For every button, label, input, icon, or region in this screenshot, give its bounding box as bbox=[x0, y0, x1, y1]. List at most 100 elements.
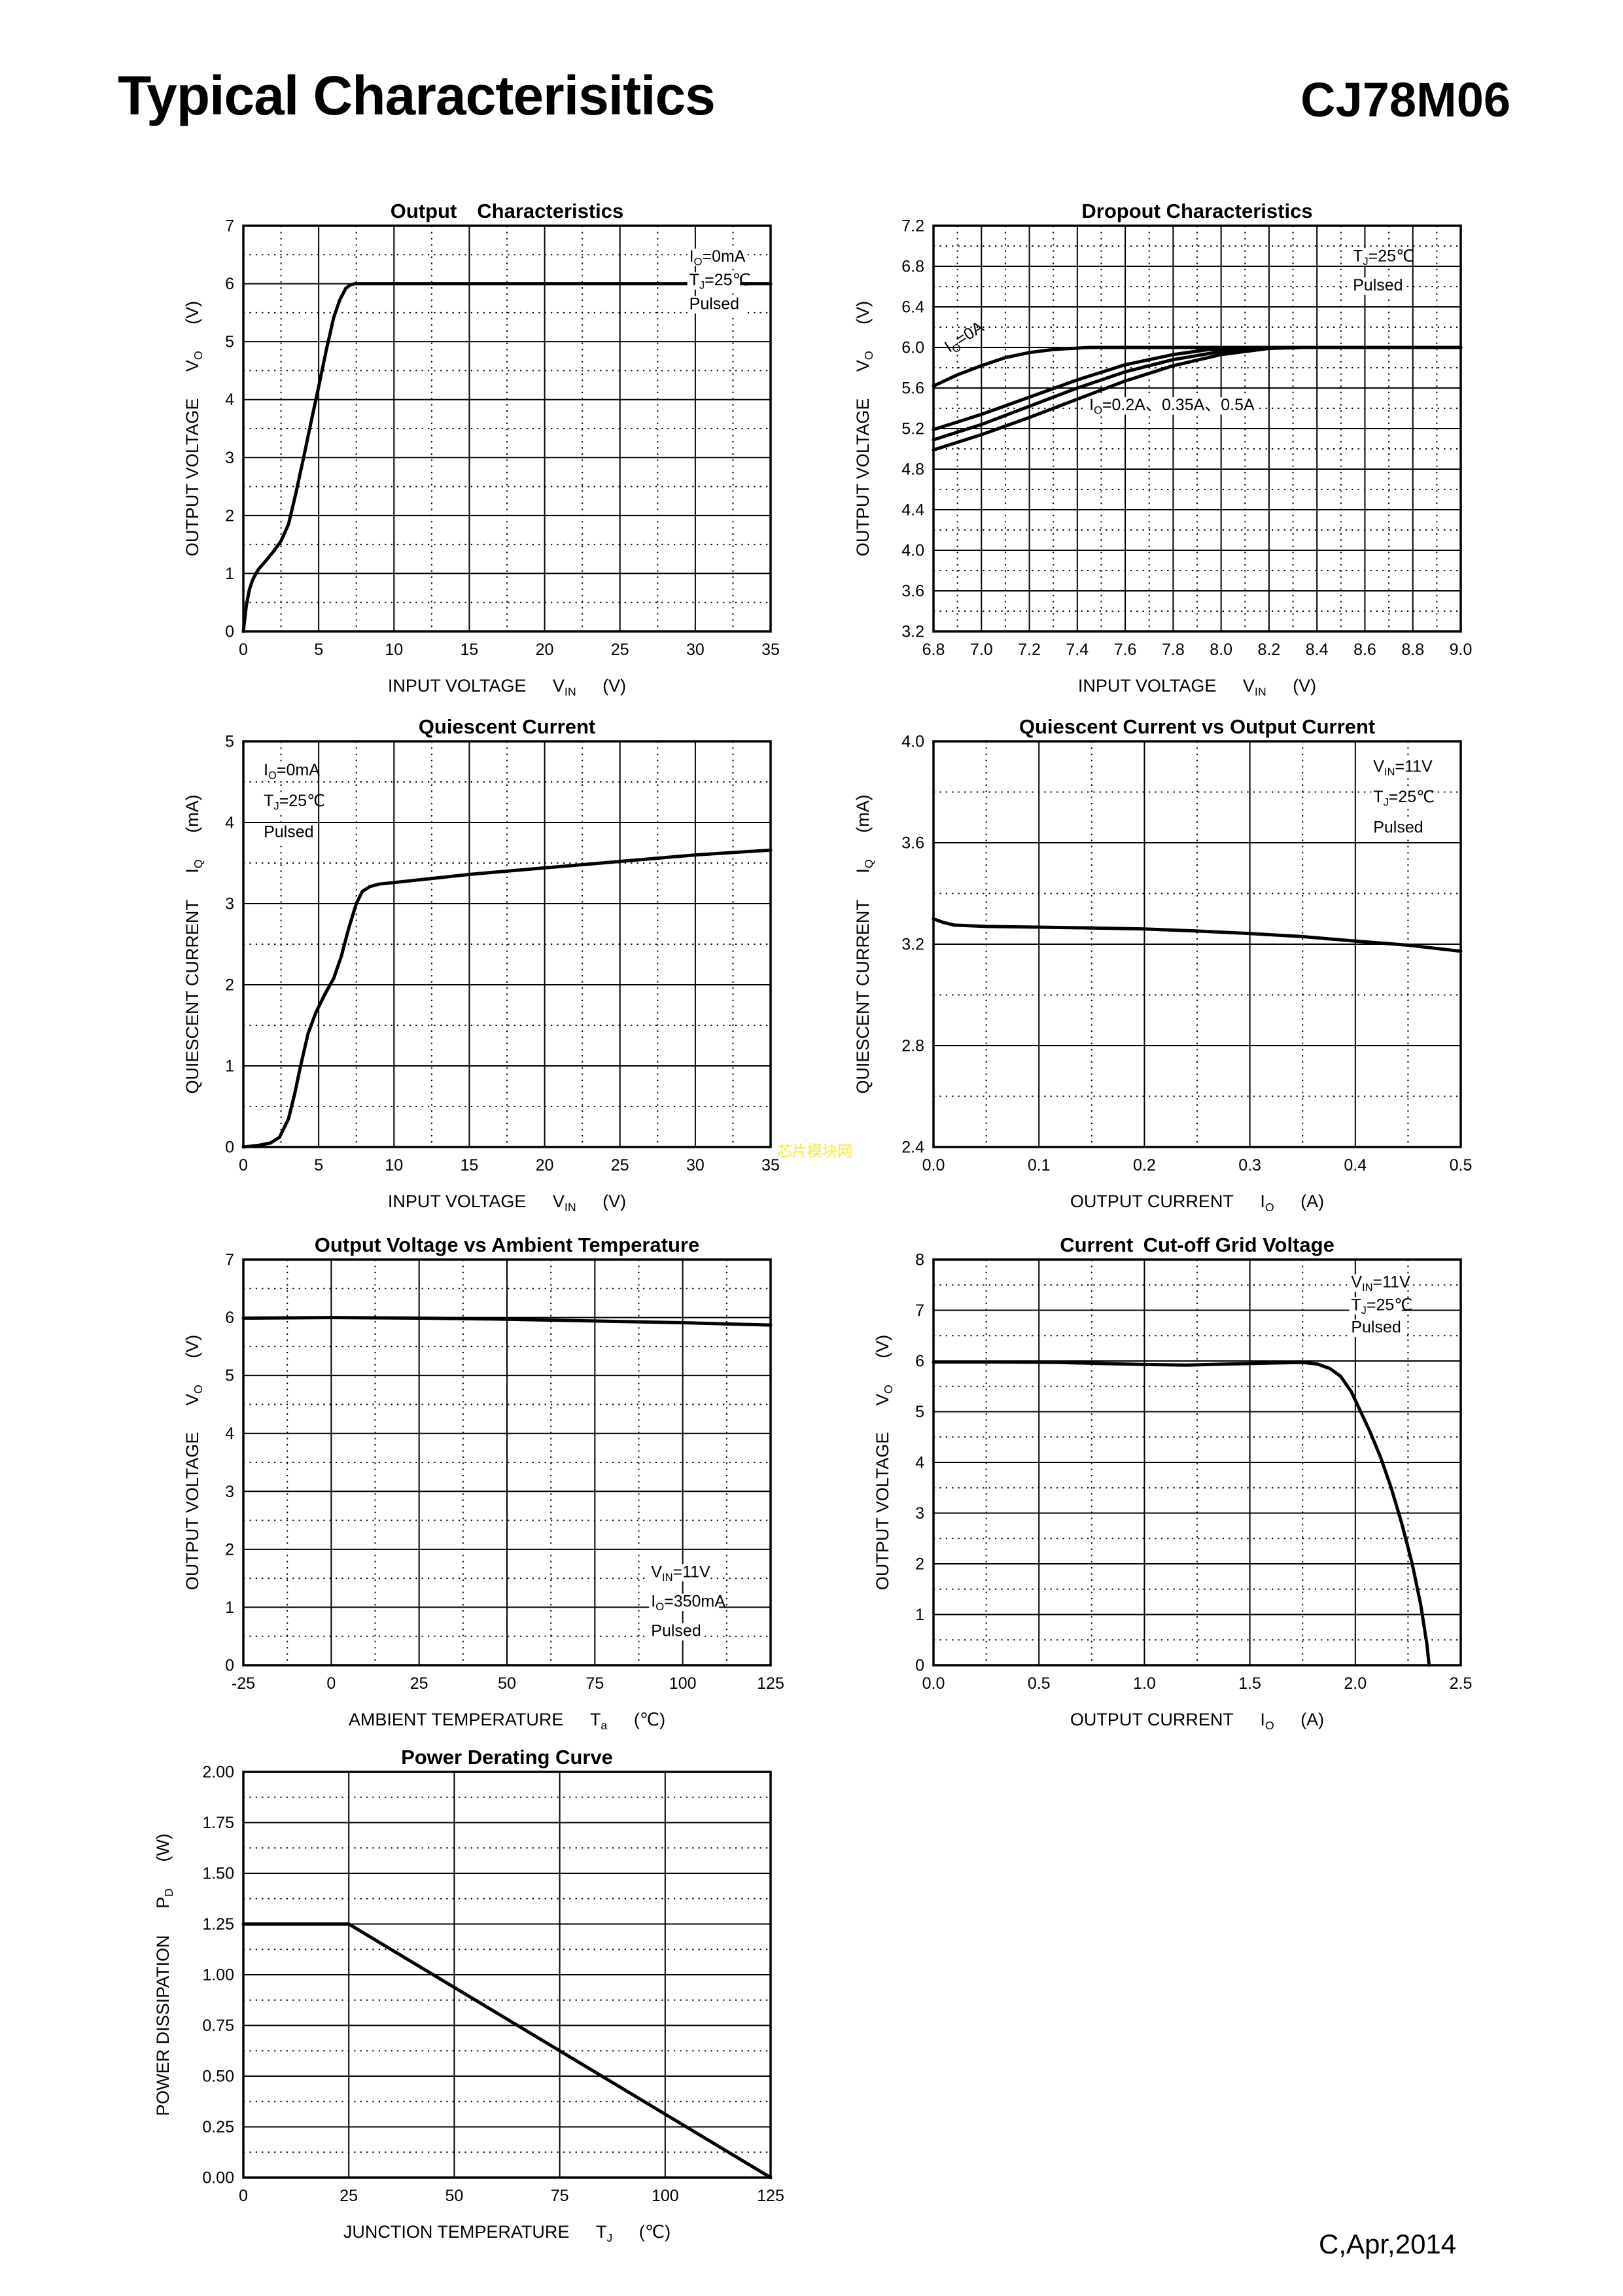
page-title: Typical Characterisitics bbox=[118, 65, 716, 126]
x-tick-label: 15 bbox=[461, 641, 479, 659]
y-tick-label: 0.25 bbox=[202, 2118, 234, 2136]
x-tick-label: 100 bbox=[669, 1674, 697, 1693]
x-tick-label: 9.0 bbox=[1450, 641, 1473, 659]
y-tick-label: 0 bbox=[915, 1657, 924, 1675]
watermark: 芯片模块网 bbox=[777, 1142, 852, 1159]
x-tick-label: 35 bbox=[761, 641, 780, 659]
y-tick-label: 4 bbox=[225, 391, 234, 409]
y-tick-label: 8 bbox=[915, 1251, 924, 1269]
annotation: IO=0mA bbox=[689, 247, 746, 268]
annotation: IO=350mA bbox=[651, 1593, 725, 1614]
y-tick-label: 4 bbox=[225, 814, 234, 832]
y-axis-title: OUTPUT VOLTAGE VO (V) bbox=[183, 1335, 205, 1590]
x-tick-label: 8.4 bbox=[1306, 641, 1329, 659]
x-axis-title: OUTPUT CURRENT IO (A) bbox=[1070, 1192, 1324, 1214]
chart-quiescent-current: IO=0mA TJ=25℃ Pulsed 0 5 10 15 20 25 30 35 0 1 2 3 4 5 IN… bbox=[132, 696, 790, 1232]
x-tick-label: 0.2 bbox=[1133, 1156, 1156, 1174]
x-tick-label: 2.0 bbox=[1344, 1674, 1367, 1693]
quiescent-current-vs-output-current-plot: VIN=11V TJ=25℃ Pulsed 0.0 0.1 0.2 0.3 0.4 0.5 2.4… bbox=[853, 715, 1472, 1214]
y-tick-label: 0 bbox=[225, 1139, 234, 1157]
x-tick-label: 0.4 bbox=[1344, 1156, 1367, 1174]
y-tick-label: 6.0 bbox=[901, 339, 924, 357]
x-tick-label: 0 bbox=[239, 641, 248, 659]
annotation: Pulsed bbox=[651, 1622, 701, 1640]
x-tick-label: 125 bbox=[757, 1674, 784, 1693]
x-axis-title: JUNCTION TEMPERATURE TJ (℃) bbox=[343, 2222, 671, 2244]
chart-current-cut-off-grid-voltage: VIN=11V TJ=25℃ Pulsed 0.0 0.5 1.0 1.5 2.0 2.5 0 1 2… bbox=[822, 1214, 1480, 1750]
y-tick-label: 4.8 bbox=[901, 461, 924, 479]
x-tick-label: 7.0 bbox=[970, 641, 993, 659]
y-tick-label: 4.0 bbox=[901, 733, 924, 751]
y-tick-label: 1 bbox=[915, 1606, 924, 1624]
x-tick-label: 75 bbox=[585, 1674, 604, 1693]
y-tick-label: 0 bbox=[225, 1657, 234, 1675]
y-tick-label: 1.75 bbox=[202, 1814, 234, 1832]
y-tick-label: 3 bbox=[225, 895, 234, 913]
x-tick-label: 25 bbox=[611, 1156, 629, 1174]
y-tick-label: 0 bbox=[225, 623, 234, 641]
y-axis-title: QUIESCENT CURRENT IQ (mA) bbox=[183, 794, 205, 1093]
chart-title: Current Cut-off Grid Voltage bbox=[1060, 1233, 1335, 1256]
y-tick-label: 4.0 bbox=[901, 542, 924, 560]
x-tick-label: 30 bbox=[686, 1156, 705, 1174]
y-tick-label: 5.2 bbox=[901, 420, 924, 438]
x-tick-label: 75 bbox=[551, 2187, 569, 2205]
y-axis-title: OUTPUT VOLTAGE VO (V) bbox=[183, 301, 205, 556]
y-tick-label: 1.00 bbox=[202, 1966, 234, 1985]
chart-quiescent-current-vs-output-current: VIN=11V TJ=25℃ Pulsed 0.0 0.1 0.2 0.3 0.4 0.5 2.4… bbox=[822, 696, 1480, 1232]
y-tick-label: 4.4 bbox=[901, 501, 924, 520]
y-tick-label: 4 bbox=[915, 1454, 924, 1472]
y-tick-label: 1 bbox=[225, 1057, 234, 1076]
x-tick-label: 1.0 bbox=[1133, 1674, 1156, 1693]
curve-IO-0.2A bbox=[932, 345, 1463, 431]
annotation: TJ=25℃ bbox=[264, 792, 325, 813]
curve-cutoff bbox=[932, 1360, 1431, 1667]
y-tick-label: 3.6 bbox=[901, 834, 924, 853]
x-tick-label: 30 bbox=[686, 641, 705, 659]
x-tick-label: 8.2 bbox=[1258, 641, 1281, 659]
y-tick-label: 6 bbox=[225, 1309, 234, 1327]
y-tick-label: 2.00 bbox=[202, 1763, 234, 1782]
y-tick-label: 1 bbox=[225, 1598, 234, 1617]
x-tick-label: 7.8 bbox=[1162, 641, 1185, 659]
chart-power-derating-curve: 0 25 50 75 100 125 0.00 0.25 0.50 0.75 1.00 1.25 1.5… bbox=[132, 1726, 790, 2263]
y-tick-label: 4 bbox=[225, 1424, 234, 1443]
x-tick-label: 8.6 bbox=[1353, 641, 1376, 659]
annotation: VIN=11V bbox=[1351, 1273, 1410, 1294]
y-tick-label: 6 bbox=[915, 1352, 924, 1371]
curve-IQ-vs-IO bbox=[932, 917, 1463, 953]
chart-dropout-characteristics: TJ=25℃ Pulsed IO=0A IO=0.2A、0.35A、0.5A 6.8 7.… bbox=[822, 180, 1480, 716]
x-tick-label: 5 bbox=[314, 641, 323, 659]
x-tick-label: 20 bbox=[536, 1156, 554, 1174]
curve-PD bbox=[241, 1922, 773, 2180]
x-tick-label: 25 bbox=[410, 1674, 428, 1693]
x-axis-title: INPUT VOLTAGE VIN (V) bbox=[388, 1192, 626, 1214]
annotation: TJ=25℃ bbox=[1351, 1296, 1412, 1317]
y-tick-label: 2.8 bbox=[901, 1037, 924, 1055]
x-tick-label: 1.5 bbox=[1238, 1674, 1261, 1693]
annotation: TJ=25℃ bbox=[689, 271, 751, 292]
curve-IO-0A bbox=[932, 345, 1463, 388]
chart-output-characteristics: IO=0mA TJ=25℃ Pulsed 0 5 10 15 20 25 30 35 0 1 2 3 4 5 6 7… bbox=[132, 180, 790, 716]
x-tick-label: 35 bbox=[761, 1156, 780, 1174]
x-tick-label: 25 bbox=[611, 641, 629, 659]
curve-IQ bbox=[241, 848, 773, 1149]
x-tick-label: 8.0 bbox=[1210, 641, 1232, 659]
part-number: CJ78M06 bbox=[1300, 73, 1510, 127]
y-tick-label: 0.50 bbox=[202, 2068, 234, 2086]
y-tick-label: 3.2 bbox=[901, 623, 924, 641]
x-tick-label: 100 bbox=[652, 2187, 679, 2205]
y-tick-label: 6 bbox=[225, 275, 234, 293]
y-tick-label: 2.4 bbox=[901, 1139, 924, 1157]
y-tick-label: 2 bbox=[915, 1555, 924, 1574]
x-tick-label: 8.8 bbox=[1401, 641, 1424, 659]
y-tick-label: 7.2 bbox=[901, 217, 924, 236]
annotation: Pulsed bbox=[1351, 1318, 1401, 1337]
x-tick-label: 7.2 bbox=[1018, 641, 1041, 659]
chart-title: Output Voltage vs Ambient Temperature bbox=[315, 1233, 700, 1256]
y-tick-label: 6.4 bbox=[901, 298, 924, 317]
chart-title: Dropout Characteristics bbox=[1081, 200, 1312, 222]
annotation: IO=0.2A、0.35A、0.5A bbox=[1089, 396, 1255, 417]
